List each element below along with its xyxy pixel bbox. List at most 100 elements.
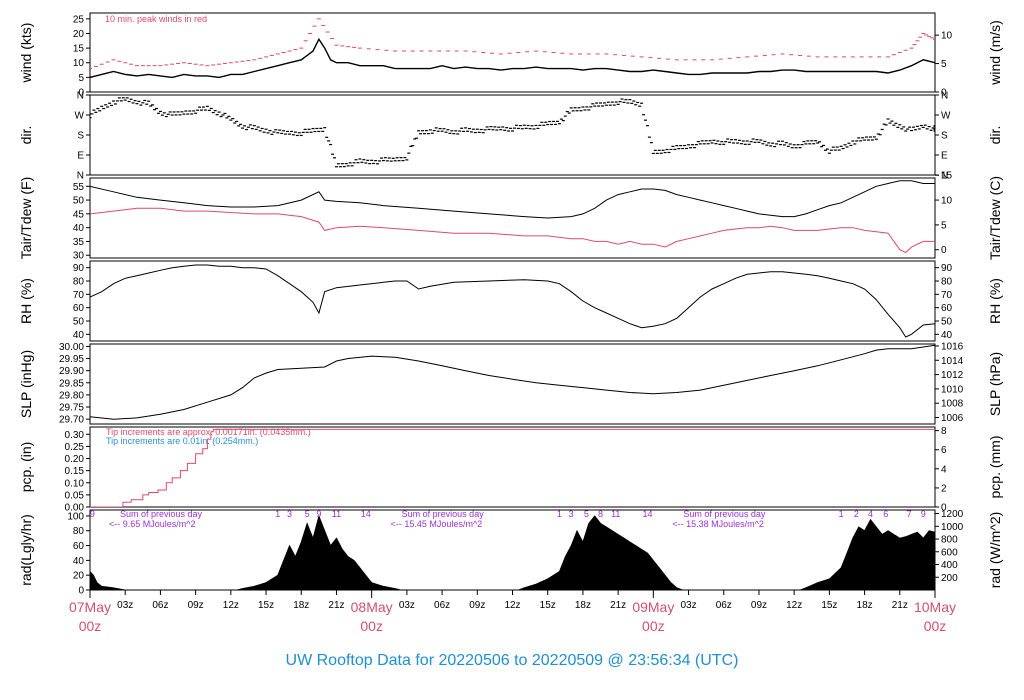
right-tick-label: 1010	[941, 384, 964, 395]
right-tick-label: 8	[941, 426, 947, 437]
right-tick-label: N	[941, 171, 948, 182]
left-tick-label: 20	[73, 29, 85, 40]
left-tick-label: 0.20	[65, 454, 85, 465]
left-tick-label: 0.25	[65, 442, 85, 453]
right-tick-label: 1000	[941, 522, 964, 533]
left-tick-label: 40	[73, 556, 85, 567]
time-tick-label: 09z	[751, 600, 767, 611]
time-tick-label: 03z	[117, 600, 133, 611]
left-tick-label: 29.90	[59, 366, 84, 377]
series-group	[90, 264, 935, 338]
right-tick-label: 1014	[941, 356, 964, 367]
time-tick-label: 06z	[434, 600, 450, 611]
right-tick-label: 6	[941, 445, 947, 456]
time-tick-label: 03z	[399, 600, 415, 611]
time-axis: 03z 06z 09z 12z 15z 18z 21z 03z 06z 09z 12z 15z 18z 2…	[69, 590, 956, 634]
wind-annotation: 10 min. peak winds in red	[105, 14, 207, 24]
panel-pcp: 0.00 0.050.100.150.200.250.30 0 2 4 6 8 pcp. (i…	[18, 426, 1003, 513]
left-tick-label: 29.75	[59, 403, 84, 414]
right-tick-label: 400	[941, 560, 958, 571]
ylabel-right: dir.	[987, 126, 1003, 145]
right-tick-label: 90	[941, 263, 953, 274]
time-tick-label: 15z	[821, 600, 837, 611]
hour-marker: 6	[883, 509, 888, 519]
panel-frame	[89, 426, 936, 508]
left-tick-label: 0.10	[65, 478, 85, 489]
ylabel-left: Tair/Tdew (F)	[18, 177, 34, 259]
panel-frame	[89, 94, 936, 176]
right-tick-label: 1008	[941, 399, 964, 410]
left-tick-label: 0	[78, 88, 84, 99]
time-tick-label: 12z	[223, 600, 239, 611]
left-tick-label: 45	[73, 209, 85, 220]
panel-wind: 0 5 10 15 20 25 0 5 10 wind (kts) wind (m/s) 10 min…	[18, 12, 1003, 99]
date-tick-label: 10May	[914, 599, 956, 615]
left-tick-label: 25	[73, 14, 85, 25]
left-tick-label: 0	[78, 586, 84, 597]
right-tick-label: 0	[941, 245, 947, 256]
left-tick-label: 0.15	[65, 466, 85, 477]
time-tick-label: 18z	[575, 600, 591, 611]
left-tick-label: 90	[73, 263, 85, 274]
pcp-annotation: Tip increments are approx. 0.00171in. (0…	[106, 427, 311, 437]
left-tick-label: 10	[73, 58, 85, 69]
left-tick-label: 40	[73, 223, 85, 234]
time-tick-label: 03z	[680, 600, 696, 611]
time-tick-label: 21z	[610, 600, 626, 611]
left-tick-label: 20	[73, 571, 85, 582]
left-tick-label: S	[77, 131, 84, 142]
hour-marker: 11	[611, 509, 620, 519]
left-tick-label: N	[77, 91, 84, 102]
right-tick-label: E	[941, 151, 948, 162]
panel-frame	[89, 260, 936, 342]
left-tick-label: N	[77, 171, 84, 182]
right-tick-label: 5	[941, 220, 947, 231]
series-group	[90, 428, 935, 507]
hour-marker: 1	[839, 509, 844, 519]
right-tick-label: 80	[941, 277, 953, 288]
right-tick-label: 1016	[941, 341, 964, 352]
left-tick-label: 0.05	[65, 490, 85, 501]
radiation-sum-title: Sum of previous day	[402, 509, 485, 519]
right-tick-label: 15	[941, 171, 953, 182]
time-tick-label: 15z	[258, 600, 274, 611]
time-tick-label: 12z	[786, 600, 802, 611]
left-tick-label: 29.85	[59, 378, 84, 389]
ylabel-right: rad (W/m^2)	[987, 512, 1003, 589]
hour-marker: 4	[868, 509, 873, 519]
series-rh	[90, 264, 935, 338]
hour-marker: 2	[854, 509, 859, 519]
left-tick-label: 70	[73, 290, 85, 301]
left-tick-label: 100	[67, 511, 84, 522]
series-group	[90, 180, 935, 254]
series-rad	[90, 514, 935, 590]
hour-marker: 9	[316, 509, 321, 519]
ylabel-right: Tair/Tdew (C)	[987, 176, 1003, 260]
series-group	[90, 514, 935, 590]
right-tick-label: W	[941, 111, 951, 122]
series-wind-speed	[90, 37, 935, 79]
time-tick-label: 09z	[188, 600, 204, 611]
hour-marker: 14	[642, 509, 652, 519]
series-group	[90, 18, 935, 79]
ylabel-left: SLP (inHg)	[18, 350, 34, 418]
hour-marker: 1	[275, 509, 280, 519]
left-tick-label: 40	[73, 330, 85, 341]
left-tick-label: 60	[73, 303, 85, 314]
radiation-sum-value: <-- 9.65 MJoules/m^2	[109, 519, 196, 529]
right-tick-label: 50	[941, 317, 953, 328]
left-tick-label: W	[75, 111, 85, 122]
hour-marker: 14	[361, 509, 371, 519]
hour-marker: 1	[557, 509, 562, 519]
series-group	[90, 97, 935, 168]
hour-marker: 8	[598, 509, 603, 519]
date-tick-sublabel: 00z	[924, 618, 947, 634]
time-tick-label: 15z	[540, 600, 556, 611]
chart-title: UW Rooftop Data for 20220506 to 20220509…	[286, 652, 739, 669]
hour-marker: 3	[287, 509, 292, 519]
time-tick-label: 06z	[716, 600, 732, 611]
